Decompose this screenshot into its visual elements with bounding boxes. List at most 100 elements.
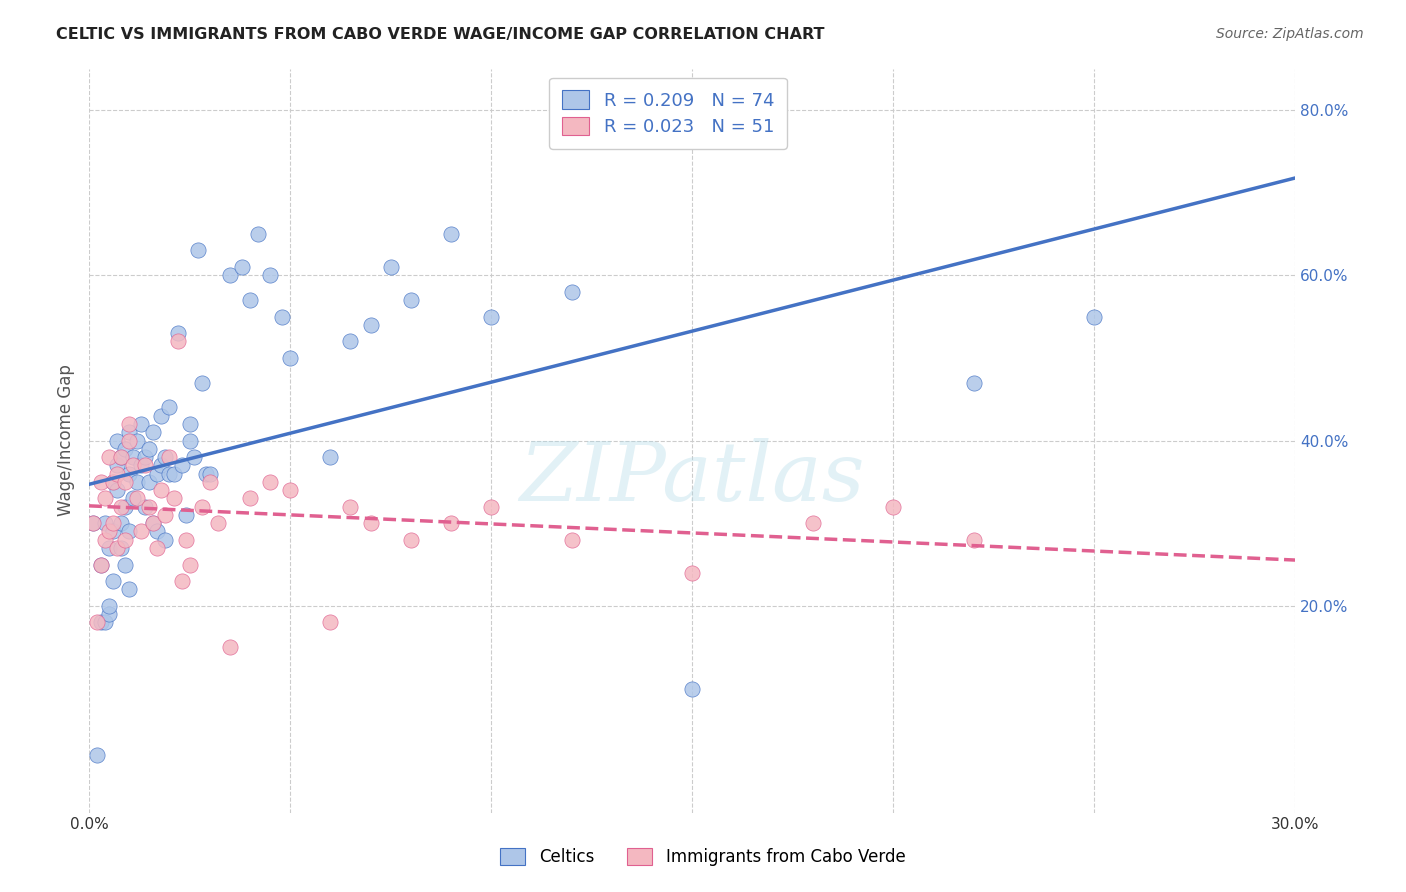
Point <box>399 293 422 307</box>
Point <box>110 450 132 464</box>
Point <box>239 491 262 506</box>
Point <box>103 574 125 588</box>
Point <box>194 467 217 481</box>
Point <box>90 475 112 489</box>
Point <box>146 524 169 539</box>
Point <box>179 558 201 572</box>
Point <box>138 442 160 456</box>
Point <box>198 475 221 489</box>
Point <box>103 516 125 531</box>
Point <box>105 467 128 481</box>
Point <box>187 244 209 258</box>
Point <box>190 376 212 390</box>
Point <box>339 334 361 349</box>
Point <box>1083 310 1105 324</box>
Point <box>131 417 153 431</box>
Point <box>150 458 173 473</box>
Point <box>134 500 156 514</box>
Point <box>118 425 141 440</box>
Point <box>138 475 160 489</box>
Point <box>155 533 177 547</box>
Point <box>142 516 165 531</box>
Text: CELTIC VS IMMIGRANTS FROM CABO VERDE WAGE/INCOME GAP CORRELATION CHART: CELTIC VS IMMIGRANTS FROM CABO VERDE WAG… <box>56 27 825 42</box>
Point <box>231 260 253 274</box>
Point <box>110 450 132 464</box>
Point <box>174 533 197 547</box>
Point <box>131 524 153 539</box>
Point <box>319 450 342 464</box>
Point <box>110 541 132 555</box>
Point <box>963 533 986 547</box>
Point <box>98 524 121 539</box>
Point <box>801 516 824 531</box>
Point <box>127 491 149 506</box>
Point <box>174 508 197 522</box>
Point <box>142 425 165 440</box>
Point <box>150 483 173 497</box>
Point <box>142 516 165 531</box>
Point <box>103 475 125 489</box>
Point <box>94 615 117 630</box>
Point <box>278 351 301 365</box>
Point <box>146 541 169 555</box>
Point <box>380 260 402 274</box>
Point <box>122 458 145 473</box>
Point <box>218 268 240 283</box>
Point <box>155 450 177 464</box>
Point <box>118 524 141 539</box>
Point <box>360 318 382 332</box>
Point <box>259 268 281 283</box>
Point <box>110 516 132 531</box>
Point <box>179 434 201 448</box>
Point <box>122 450 145 464</box>
Point <box>98 541 121 555</box>
Point <box>360 516 382 531</box>
Point <box>118 582 141 597</box>
Point <box>105 541 128 555</box>
Point <box>122 491 145 506</box>
Point <box>207 516 229 531</box>
Point <box>159 467 181 481</box>
Legend: Celtics, Immigrants from Cabo Verde: Celtics, Immigrants from Cabo Verde <box>492 840 914 875</box>
Point <box>118 467 141 481</box>
Point <box>105 434 128 448</box>
Point <box>179 417 201 431</box>
Point <box>259 475 281 489</box>
Point <box>159 450 181 464</box>
Point <box>190 500 212 514</box>
Point <box>561 533 583 547</box>
Point <box>479 500 502 514</box>
Point <box>131 458 153 473</box>
Point <box>86 747 108 762</box>
Point <box>94 516 117 531</box>
Point <box>170 458 193 473</box>
Point <box>159 401 181 415</box>
Y-axis label: Wage/Income Gap: Wage/Income Gap <box>58 365 75 516</box>
Point <box>218 640 240 655</box>
Point <box>138 500 160 514</box>
Point <box>82 516 104 531</box>
Point <box>110 500 132 514</box>
Point <box>146 467 169 481</box>
Point <box>103 524 125 539</box>
Point <box>681 566 703 580</box>
Point <box>166 326 188 340</box>
Point <box>166 334 188 349</box>
Text: Source: ZipAtlas.com: Source: ZipAtlas.com <box>1216 27 1364 41</box>
Point <box>183 450 205 464</box>
Point <box>170 574 193 588</box>
Point <box>114 442 136 456</box>
Point <box>86 615 108 630</box>
Point <box>134 450 156 464</box>
Point <box>479 310 502 324</box>
Point <box>162 467 184 481</box>
Point <box>155 508 177 522</box>
Point <box>246 227 269 241</box>
Point <box>90 558 112 572</box>
Point <box>319 615 342 630</box>
Point <box>339 500 361 514</box>
Point <box>278 483 301 497</box>
Point <box>198 467 221 481</box>
Point <box>127 434 149 448</box>
Point <box>440 516 463 531</box>
